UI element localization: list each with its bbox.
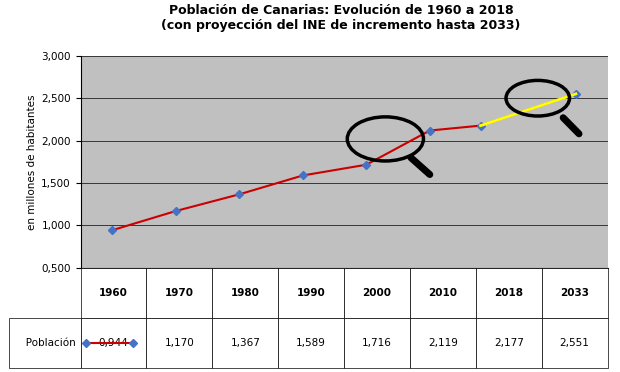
Población (426, 128, 433, 133)
Line: Población: Población (110, 91, 578, 233)
Y-axis label: en millones de habitantes: en millones de habitantes (27, 94, 37, 230)
Población (299, 173, 306, 178)
Población (572, 92, 580, 96)
Población (172, 209, 180, 213)
Text: Población de Canarias: Evolución de 1960 a 2018
(con proyección del INE de incre: Población de Canarias: Evolución de 1960… (161, 4, 521, 32)
Población (236, 192, 243, 196)
Población (477, 124, 484, 128)
Población (108, 228, 116, 232)
Población (363, 163, 370, 167)
